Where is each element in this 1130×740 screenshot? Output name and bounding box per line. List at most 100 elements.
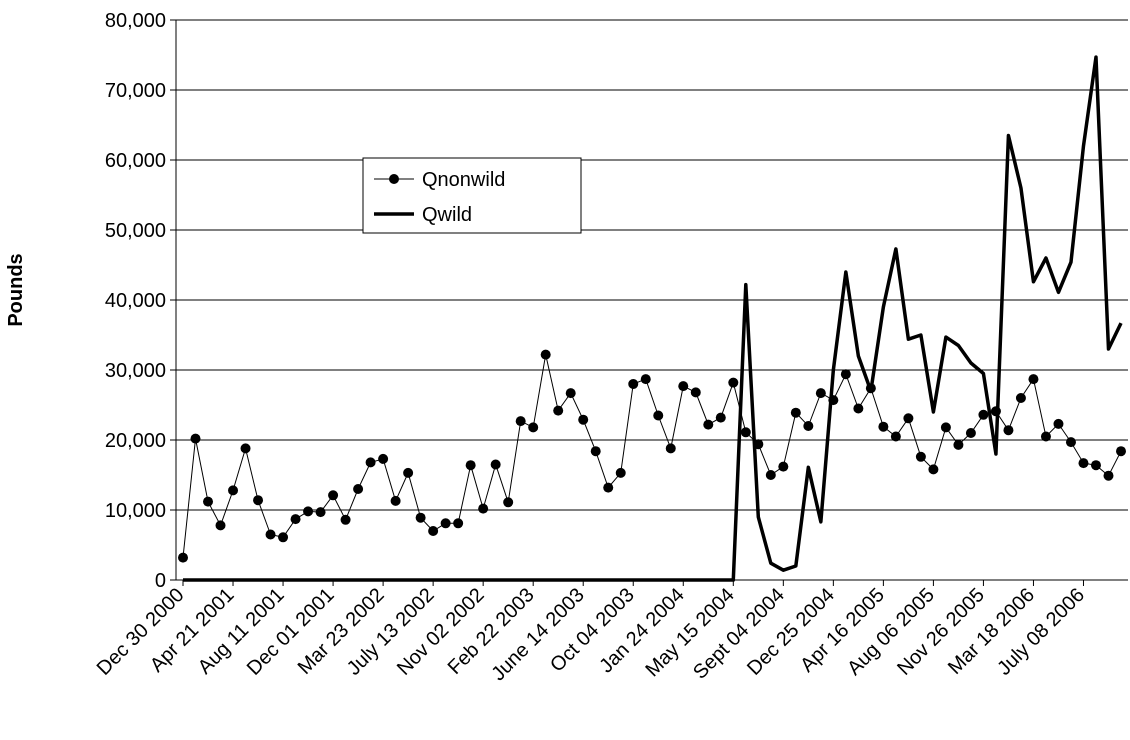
data-point-qnonwild	[315, 507, 326, 518]
data-point-qnonwild	[1053, 418, 1064, 429]
data-point-qnonwild	[478, 503, 489, 514]
data-point-qnonwild	[840, 369, 851, 380]
data-point-qnonwild	[753, 439, 764, 450]
data-point-qnonwild	[390, 495, 401, 506]
data-point-qnonwild	[1090, 460, 1101, 471]
data-point-qnonwild	[865, 383, 876, 394]
series-line-qwild	[183, 55, 1123, 582]
data-point-qnonwild	[428, 526, 439, 536]
series-qnonwild	[178, 349, 1126, 563]
data-point-qnonwild	[1116, 446, 1126, 457]
data-point-qnonwild	[253, 495, 264, 506]
y-tick-label: 50,000	[105, 220, 166, 242]
data-point-qnonwild	[628, 379, 639, 389]
data-point-qnonwild	[203, 496, 214, 507]
y-axis-label: Pounds	[5, 253, 27, 326]
data-point-qnonwild	[1103, 470, 1114, 481]
data-point-qnonwild	[690, 387, 701, 398]
data-point-qnonwild	[665, 443, 676, 454]
data-point-qnonwild	[1015, 393, 1026, 403]
data-point-qnonwild	[415, 512, 426, 523]
data-point-qnonwild	[615, 467, 626, 478]
data-point-qnonwild	[828, 395, 839, 406]
data-point-qnonwild	[528, 422, 539, 433]
data-point-qnonwild	[490, 459, 501, 470]
data-point-qnonwild	[228, 485, 239, 496]
data-point-qnonwild	[378, 453, 389, 464]
data-point-qnonwild	[740, 427, 751, 438]
data-point-qnonwild	[440, 518, 451, 529]
data-point-qnonwild	[515, 416, 526, 427]
data-point-qnonwild	[653, 410, 664, 421]
y-tick-label: 30,000	[105, 360, 166, 382]
data-point-qnonwild	[265, 529, 276, 540]
data-point-qnonwild	[353, 484, 364, 494]
data-point-qnonwild	[678, 381, 689, 392]
data-point-qnonwild	[540, 349, 551, 360]
data-point-qnonwild	[1003, 425, 1014, 436]
data-point-qnonwild	[953, 439, 964, 450]
data-point-qnonwild	[240, 443, 251, 454]
data-point-qnonwild	[790, 407, 801, 418]
legend-box	[362, 157, 582, 234]
data-point-qnonwild	[728, 377, 739, 388]
data-point-qnonwild	[978, 409, 989, 420]
legend-marker-qnonwild	[389, 174, 399, 184]
legend-label-qwild: Qwild	[422, 204, 472, 226]
data-point-qnonwild	[178, 552, 188, 563]
data-point-qnonwild	[328, 490, 339, 501]
legend: Qnonwild Qwild	[362, 157, 582, 234]
data-point-qnonwild	[278, 532, 289, 543]
data-point-qnonwild	[878, 421, 889, 432]
x-tick-label: July 08 2006	[993, 584, 1089, 680]
y-tick-label: 20,000	[105, 430, 166, 452]
data-point-qnonwild	[928, 464, 939, 475]
data-point-qnonwild	[940, 422, 951, 433]
gridlines	[176, 19, 1128, 581]
data-point-qnonwild	[640, 374, 651, 385]
data-point-qnonwild	[303, 506, 314, 517]
series-line-qnonwild	[182, 354, 1122, 558]
data-point-qnonwild	[453, 518, 464, 529]
y-tick-label: 60,000	[105, 150, 166, 172]
y-tick-label: 10,000	[105, 500, 166, 522]
legend-label-qnonwild: Qnonwild	[422, 169, 505, 191]
y-axis: 0 10,000 20,000 30,000 40,000 50,000 60,000 70,…	[105, 10, 177, 592]
data-point-qnonwild	[290, 514, 301, 525]
data-point-qnonwild	[703, 419, 714, 430]
data-point-qnonwild	[1040, 431, 1051, 442]
data-point-qnonwild	[190, 433, 201, 444]
data-point-qnonwild	[465, 460, 476, 471]
data-point-qnonwild	[503, 497, 514, 508]
data-point-qnonwild	[890, 431, 901, 442]
data-point-qnonwild	[590, 446, 601, 457]
data-point-qnonwild	[565, 388, 576, 399]
y-tick-label: 80,000	[105, 10, 166, 32]
y-tick-label: 70,000	[105, 80, 166, 102]
series-qwild	[183, 55, 1123, 582]
data-point-qnonwild	[903, 413, 914, 424]
data-point-qnonwild	[815, 388, 826, 399]
data-point-qnonwild	[990, 406, 1001, 417]
data-point-qnonwild	[403, 467, 414, 478]
data-point-qnonwild	[715, 412, 726, 423]
data-point-qnonwild	[1065, 437, 1076, 448]
data-point-qnonwild	[803, 421, 814, 431]
data-point-qnonwild	[553, 405, 564, 416]
data-point-qnonwild	[915, 451, 926, 462]
data-point-qnonwild	[340, 514, 351, 525]
data-point-qnonwild	[578, 414, 589, 425]
data-point-qnonwild	[1028, 374, 1039, 385]
y-tick-label: 40,000	[105, 290, 166, 312]
data-point-qnonwild	[365, 457, 376, 468]
data-point-qnonwild	[778, 461, 789, 472]
data-point-qnonwild	[603, 482, 614, 493]
y-tick-label: 0	[155, 570, 166, 592]
data-point-qnonwild	[215, 520, 226, 531]
data-point-qnonwild	[765, 470, 776, 480]
data-point-qnonwild	[853, 403, 864, 414]
data-point-qnonwild	[965, 428, 976, 438]
data-point-qnonwild	[1078, 458, 1089, 469]
